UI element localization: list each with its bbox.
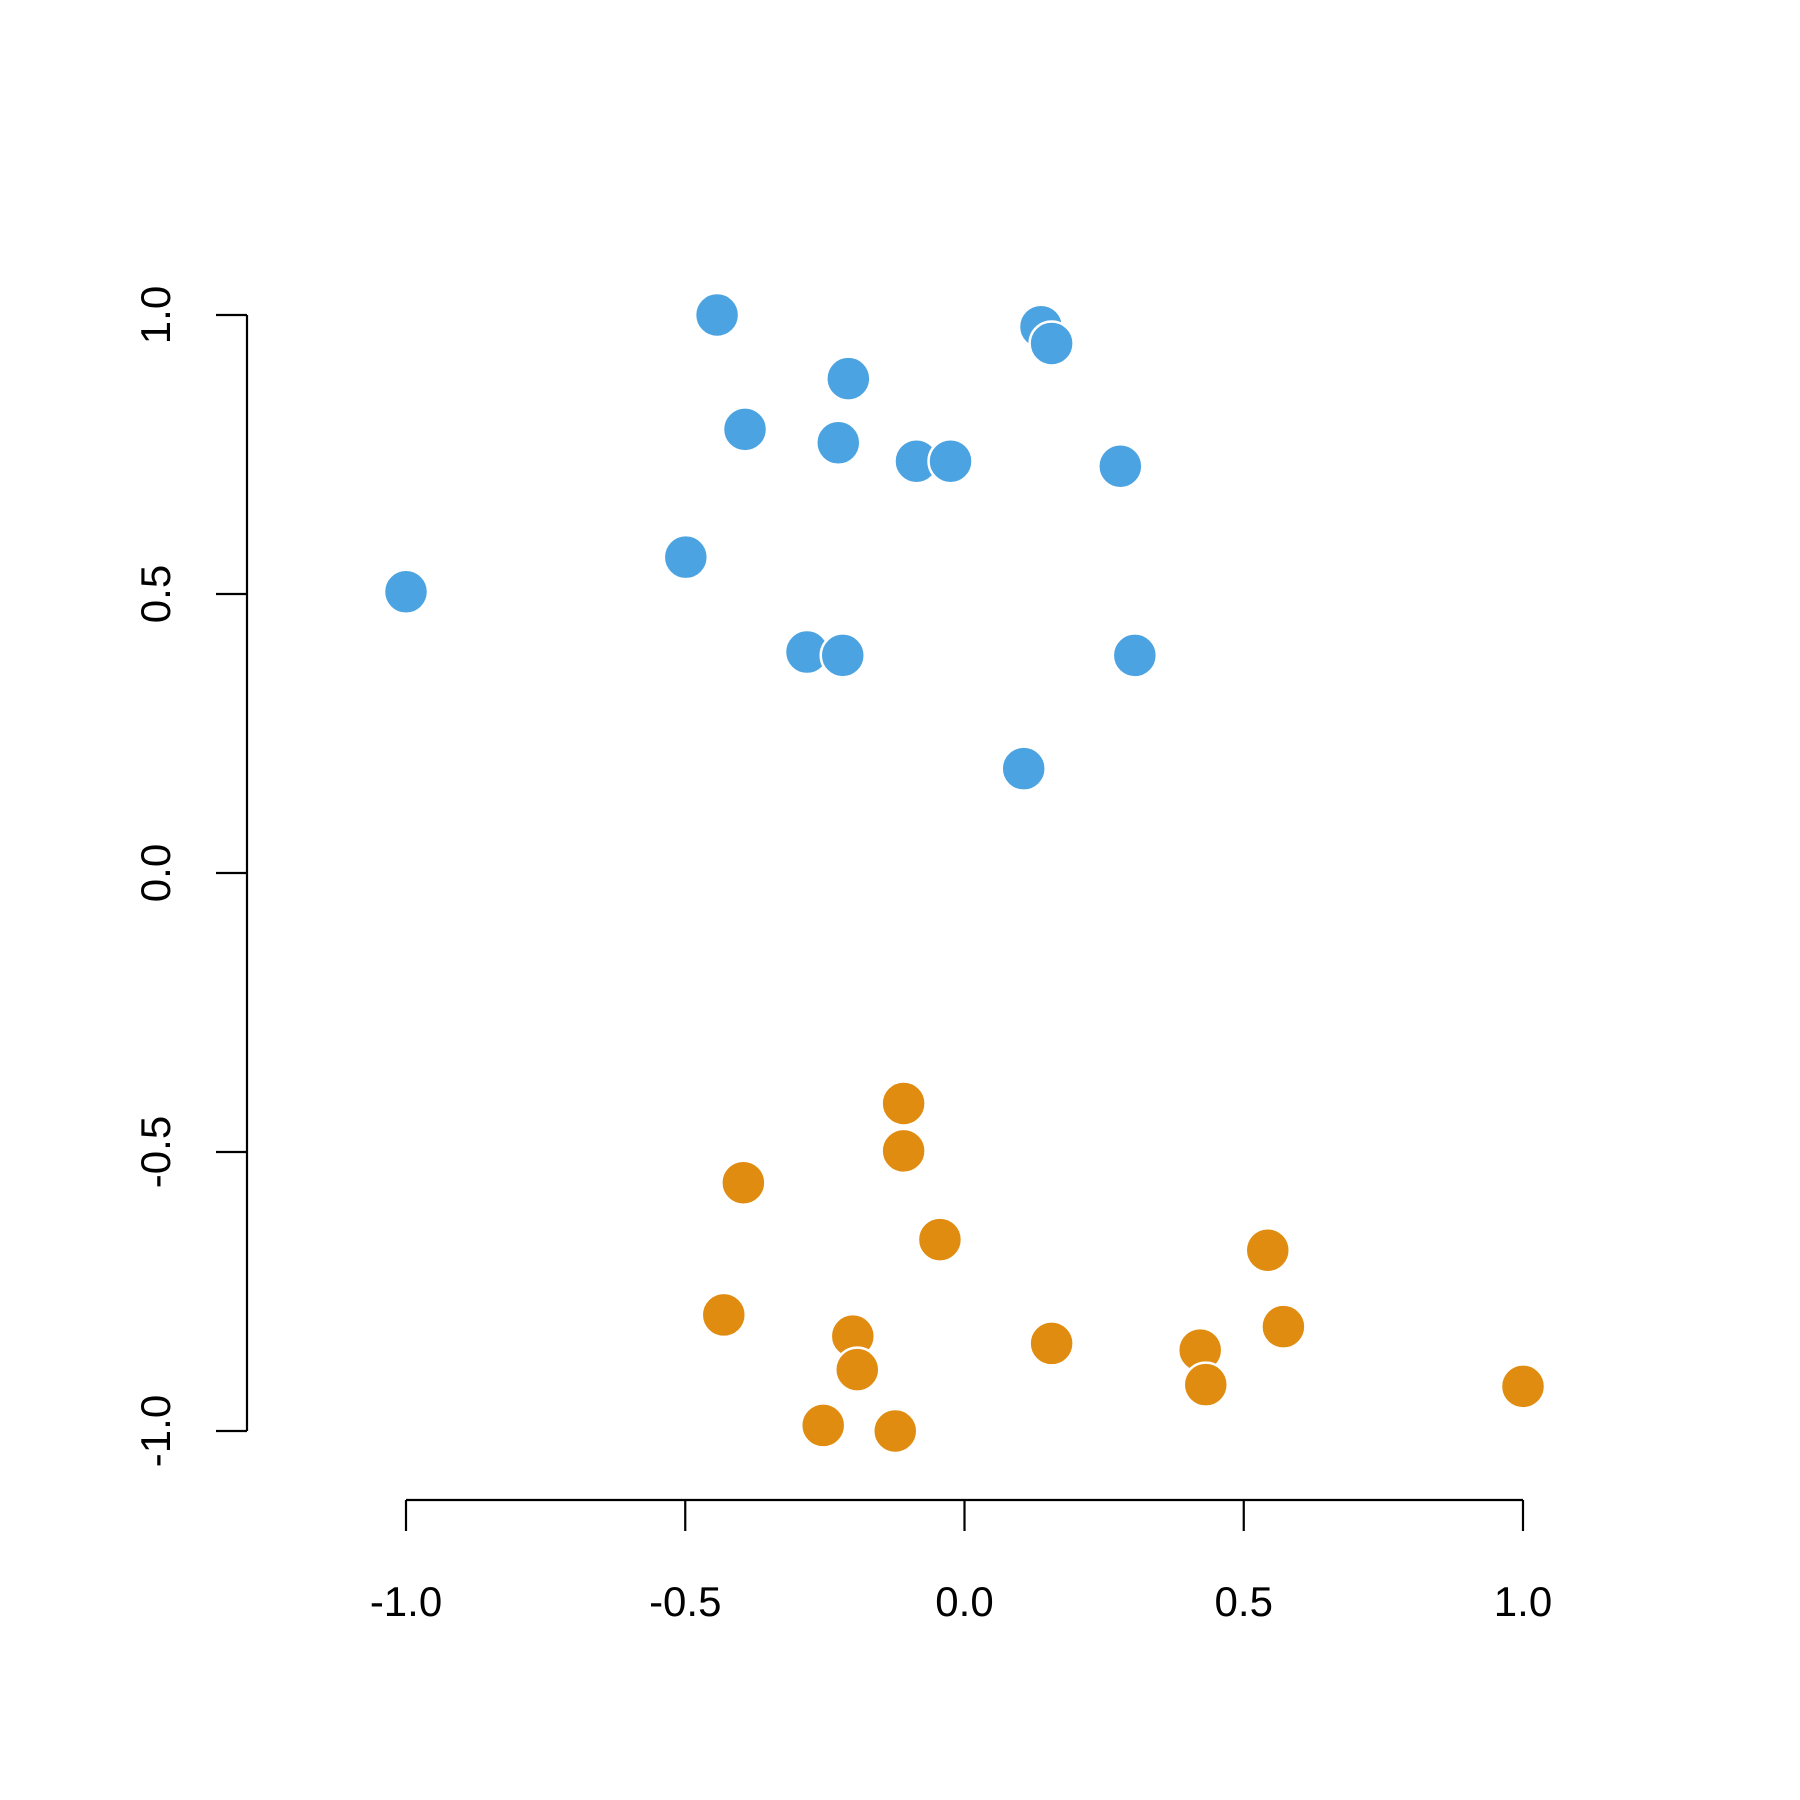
data-point-series-1	[815, 419, 862, 467]
x-tick-label: 0.5	[1215, 1578, 1273, 1625]
data-point-series-1	[1000, 745, 1047, 792]
y-tick-label: 0.0	[132, 844, 179, 902]
data-point-series-2	[871, 1407, 919, 1455]
x-tick-label: 1.0	[1494, 1578, 1552, 1625]
data-point-series-1	[825, 355, 872, 402]
data-point-series-2	[916, 1216, 964, 1263]
data-point-series-2	[1244, 1226, 1292, 1274]
y-axis: -1.0 -0.5 0.0 0.5 1.0	[132, 286, 249, 1467]
data-point-series-1	[1028, 320, 1075, 367]
y-tick-label: 1.0	[132, 286, 179, 344]
data-point-series-1	[693, 291, 741, 339]
data-point-series-1	[927, 437, 974, 485]
scatter-points	[382, 291, 1547, 1455]
data-point-series-2	[834, 1346, 881, 1393]
data-point-series-2	[720, 1159, 767, 1206]
data-point-series-1	[721, 406, 769, 453]
y-tick-label: 0.5	[132, 565, 179, 623]
data-point-series-2	[1182, 1361, 1230, 1408]
data-point-series-2	[1260, 1303, 1307, 1350]
y-tick-label: -1.0	[132, 1395, 179, 1467]
data-point-series-2	[880, 1080, 927, 1127]
data-point-series-1	[819, 632, 866, 679]
x-tick-label: 0.0	[935, 1578, 993, 1625]
data-point-series-2	[1499, 1363, 1547, 1410]
y-tick-label: -0.5	[132, 1116, 179, 1188]
data-point-series-1	[382, 568, 430, 616]
x-axis: -1.0 -0.5 0.0 0.5 1.0	[370, 1498, 1552, 1625]
data-point-series-1	[1097, 442, 1144, 490]
data-point-series-2	[1028, 1320, 1075, 1367]
data-point-series-1	[1111, 632, 1159, 679]
data-point-series-2	[700, 1291, 748, 1339]
data-point-series-2	[799, 1402, 847, 1449]
data-point-series-1	[662, 533, 710, 581]
x-tick-label: -1.0	[370, 1578, 442, 1625]
x-tick-label: -0.5	[649, 1578, 721, 1625]
data-point-series-2	[880, 1127, 927, 1175]
